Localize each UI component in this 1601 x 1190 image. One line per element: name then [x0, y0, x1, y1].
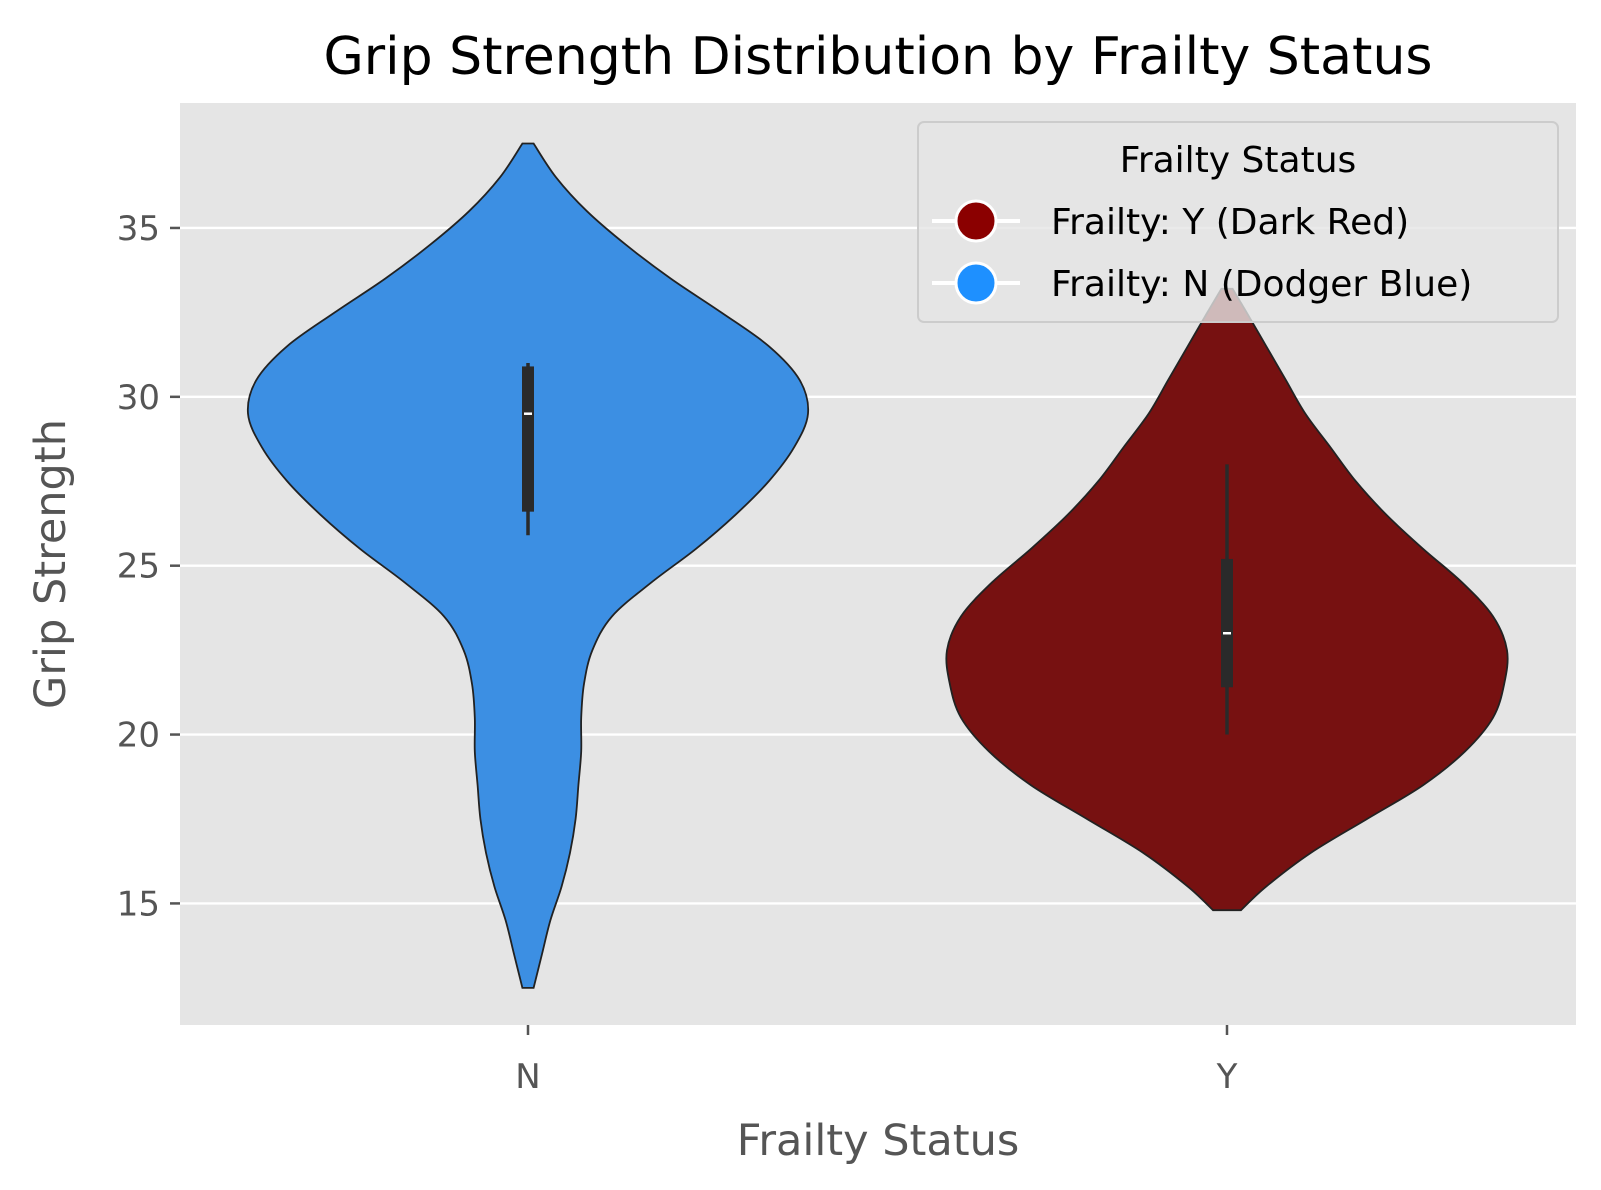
legend-marker-circle — [954, 199, 998, 243]
legend-entry: Frailty: Y (Dark Red) — [932, 199, 1409, 243]
legend-label: Frailty: N (Dodger Blue) — [1051, 264, 1472, 305]
y-axis: 15 20 25 30 35 — [117, 209, 180, 924]
legend-entry: Frailty: N (Dodger Blue) — [932, 261, 1472, 305]
chart-title: Grip Strength Distribution by Frailty St… — [324, 27, 1433, 87]
legend-title: Frailty Status — [1120, 140, 1357, 181]
x-axis-label: Frailty Status — [737, 1116, 1020, 1166]
legend-label: Frailty: Y (Dark Red) — [1051, 202, 1409, 243]
y-tick-label: 20 — [117, 716, 160, 756]
violin-n — [246, 142, 810, 989]
violins — [246, 142, 1509, 989]
legend: Frailty Status Frailty: Y (Dark Red) Fra… — [917, 121, 1559, 323]
y-tick-label: 30 — [117, 378, 160, 418]
y-tick-label: 35 — [117, 209, 160, 249]
x-tick-label: Y — [1216, 1057, 1238, 1097]
iqr-box — [522, 366, 534, 512]
y-tick-label: 25 — [117, 547, 160, 587]
x-tick-label: N — [515, 1057, 540, 1097]
y-tick-label: 15 — [117, 884, 160, 924]
legend-marker-circle — [954, 261, 998, 305]
iqr-box — [1221, 558, 1233, 688]
legend-frame — [917, 121, 1559, 323]
y-axis-label: Grip Strength — [26, 419, 76, 709]
